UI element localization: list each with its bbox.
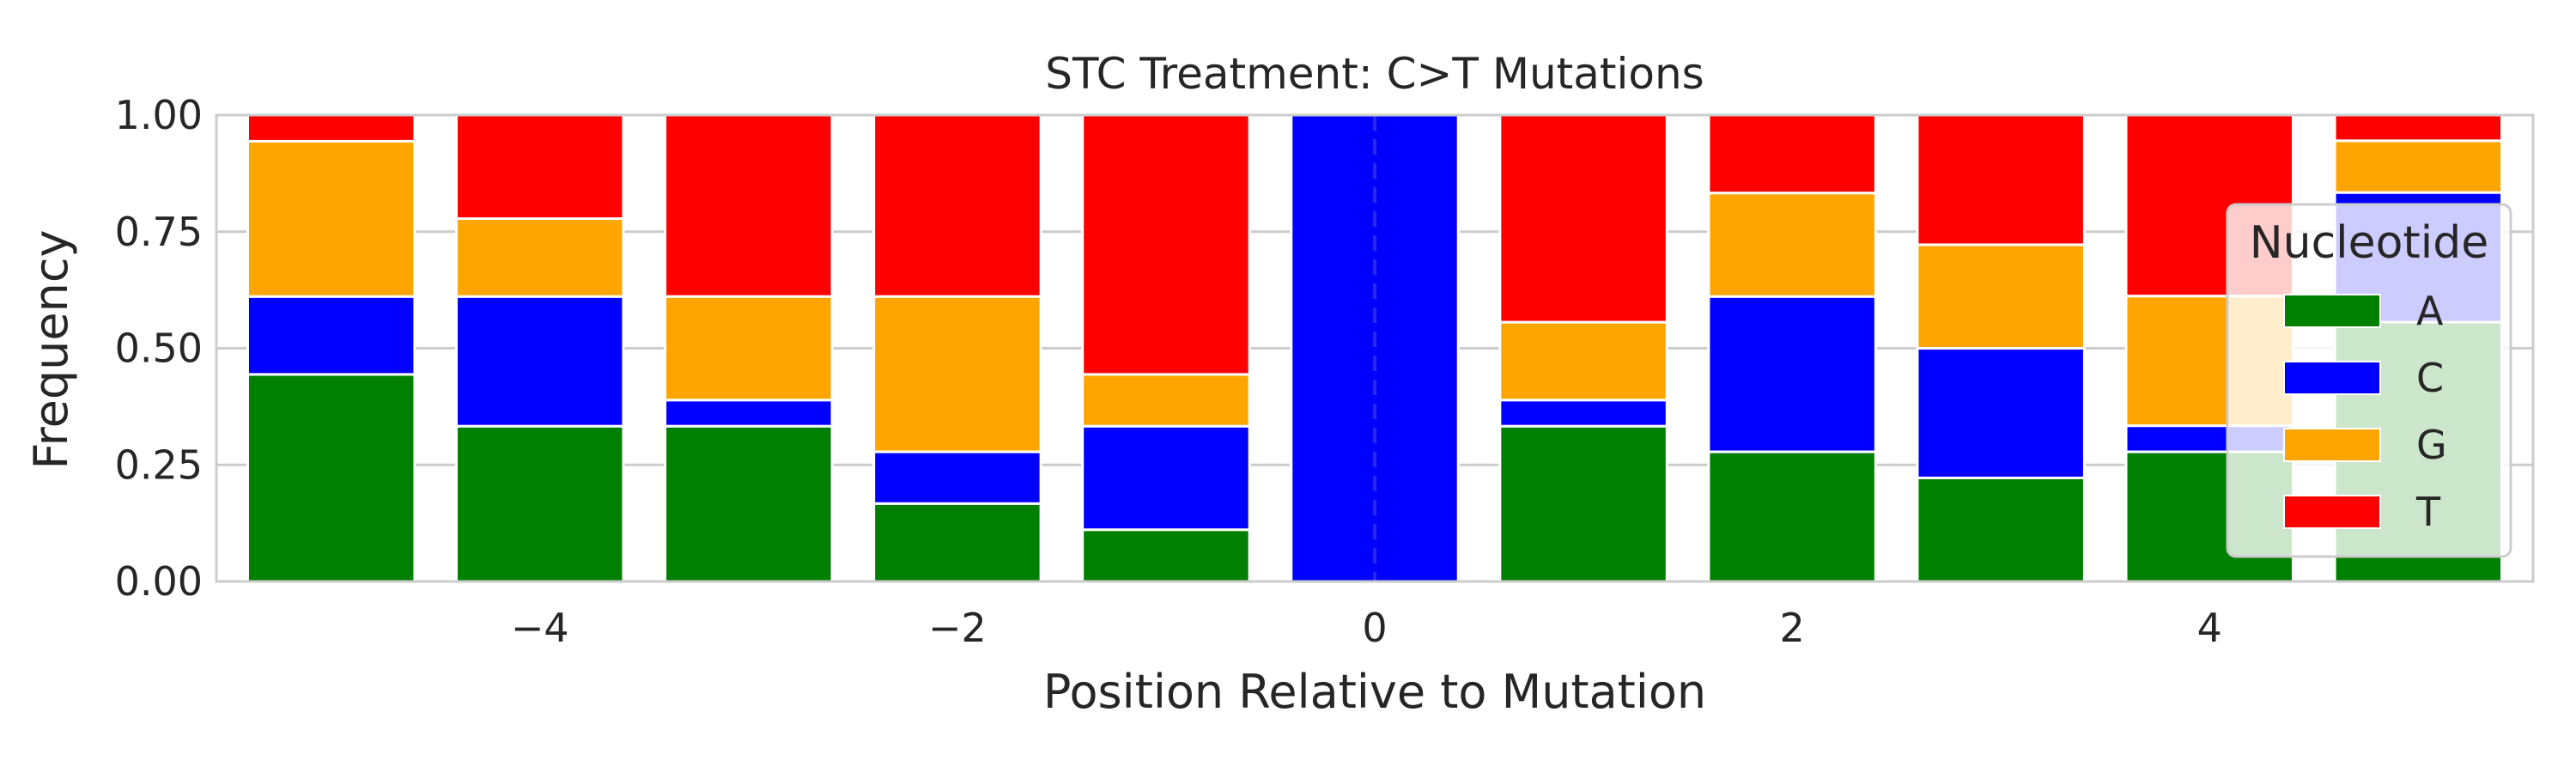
x-tick-label: 2 <box>1779 605 1804 651</box>
bar-segment-t <box>246 113 416 143</box>
bar-segment-t <box>1916 113 2086 247</box>
y-tick-label: 1.00 <box>115 92 203 138</box>
bar-segment-a <box>1498 424 1668 583</box>
bar-stacks <box>246 113 2504 583</box>
bar-segment-g <box>1498 320 1668 402</box>
bar-segment-g <box>455 217 625 298</box>
x-tick-label: −2 <box>928 605 987 651</box>
legend-swatch-a <box>2283 294 2381 328</box>
legend-swatch-g <box>2283 428 2381 462</box>
legend-label-c: C <box>2416 355 2444 401</box>
bar-segment-a <box>664 424 834 583</box>
bar-segment-g <box>1916 243 2086 350</box>
bar-segment-g <box>872 295 1042 453</box>
x-tick-label: −4 <box>511 605 569 651</box>
bar-segment-c <box>664 399 834 428</box>
x-tick-label: 4 <box>2197 605 2222 651</box>
bar-segment-a <box>1707 450 1877 583</box>
y-tick-label: 0.00 <box>115 558 203 605</box>
bar-segment-c <box>1498 399 1668 428</box>
bar-segment-c <box>1916 347 2086 479</box>
bar-segment-c <box>455 295 625 428</box>
bar-segment-t <box>1498 113 1668 324</box>
bar-segment-t <box>664 113 834 298</box>
y-axis-label: Frequency <box>24 230 78 470</box>
legend-title: Nucleotide <box>2250 217 2489 269</box>
legend-label-g: G <box>2416 422 2447 468</box>
x-axis-label: Position Relative to Mutation <box>1043 665 1706 719</box>
bar-segment-a <box>872 502 1042 583</box>
bar-segment-a <box>1916 476 2086 583</box>
bar-segment-c <box>1707 295 1877 453</box>
bar-segment-c <box>246 295 416 376</box>
bar-segment-t <box>872 113 1042 298</box>
bar-segment-g <box>1707 192 1877 298</box>
y-tick-label: 0.25 <box>115 441 203 488</box>
bar-segment-c <box>872 450 1042 505</box>
legend-label-t: T <box>2415 489 2441 535</box>
plot-frame <box>215 113 2535 583</box>
y-tick-label: 0.75 <box>115 209 203 255</box>
bar-segment-t <box>455 113 625 221</box>
legend-swatch-t <box>2283 495 2381 529</box>
bar-segment-t <box>1707 113 1877 195</box>
x-tick-label: 0 <box>1362 605 1387 651</box>
legend-swatch-c <box>2283 361 2381 395</box>
bar-segment-a <box>1081 528 1251 583</box>
bar-segment-a <box>455 424 625 583</box>
bar-segment-g <box>1081 373 1251 428</box>
bar-segment-t <box>2333 113 2504 143</box>
bar-segment-a <box>246 373 416 583</box>
bar-segment-g <box>664 295 834 402</box>
legend-label-a: A <box>2416 288 2444 334</box>
bar-segment-g <box>246 139 416 298</box>
y-tick-label: 0.50 <box>115 326 203 372</box>
bar-segment-c <box>1081 424 1251 532</box>
bar-segment-g <box>2333 139 2504 194</box>
chart-title: STC Treatment: C>T Mutations <box>1045 49 1704 99</box>
axis-ticks: −4 −2 0 2 4 0.00 0.25 0.50 0.75 1.00 <box>115 92 2222 651</box>
bar-segment-t <box>1081 113 1251 376</box>
